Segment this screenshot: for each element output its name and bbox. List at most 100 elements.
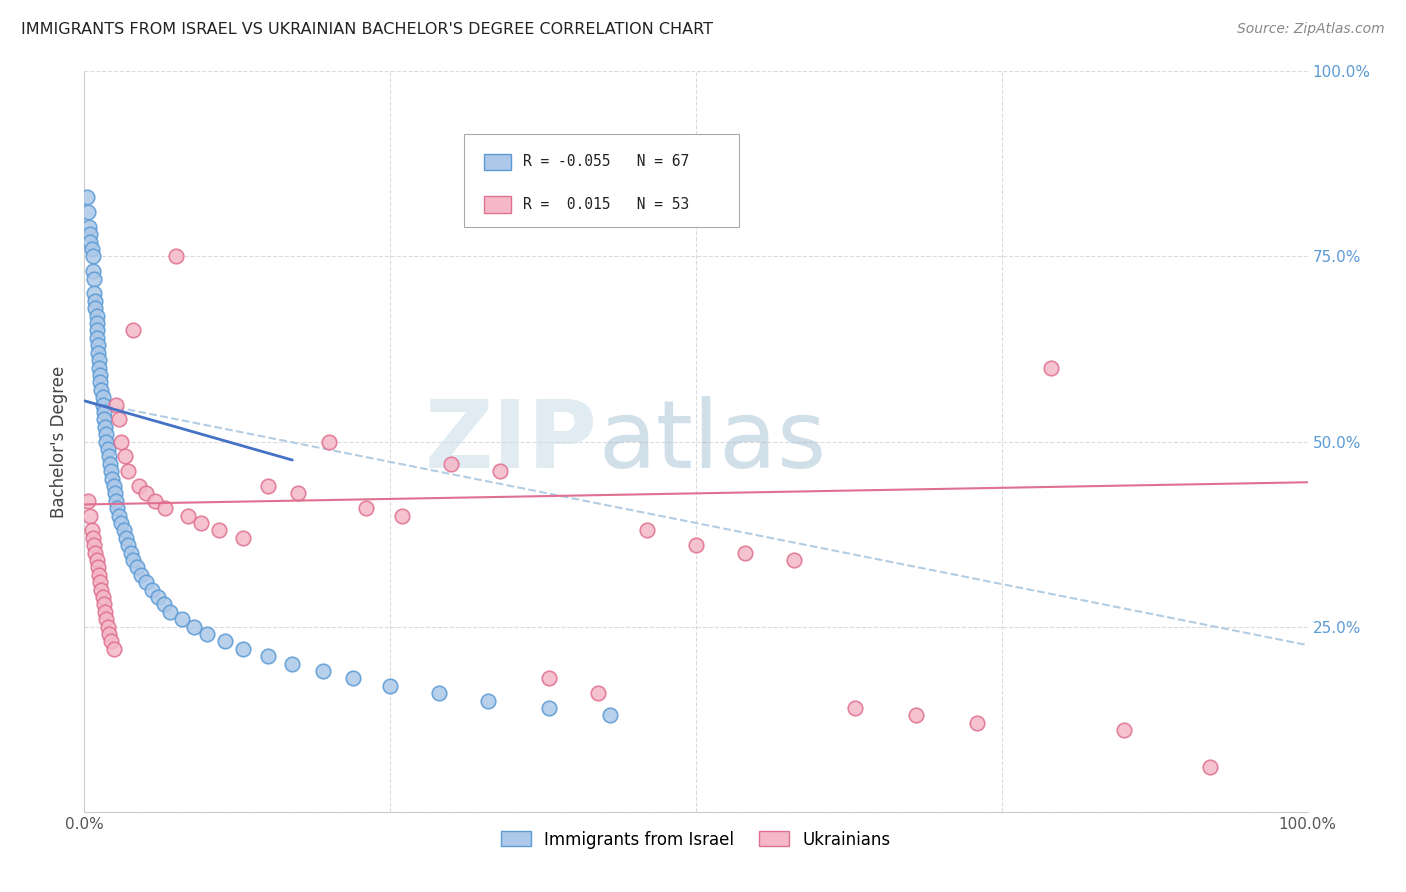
Point: [538, 701, 561, 715]
Point: [97, 450, 120, 464]
Point: [172, 612, 194, 626]
Point: [76, 190, 98, 204]
Point: [82, 264, 104, 278]
Point: [117, 464, 139, 478]
Point: [77, 219, 100, 234]
Point: [143, 493, 166, 508]
Point: [80, 524, 103, 538]
Point: [312, 664, 335, 678]
Point: [440, 457, 463, 471]
Point: [87, 345, 110, 359]
Point: [86, 331, 108, 345]
Point: [82, 531, 104, 545]
Point: [844, 701, 866, 715]
Point: [208, 524, 231, 538]
Point: [91, 398, 114, 412]
Point: [783, 553, 806, 567]
Point: [89, 376, 111, 390]
Point: [318, 434, 340, 449]
Point: [94, 605, 117, 619]
Point: [153, 598, 176, 612]
Point: [100, 464, 122, 478]
Point: [105, 493, 128, 508]
Point: [83, 286, 105, 301]
Text: ZIP: ZIP: [425, 395, 598, 488]
Point: [165, 250, 187, 264]
Point: [89, 575, 111, 590]
Point: [104, 486, 127, 500]
Point: [177, 508, 200, 523]
Point: [110, 434, 132, 449]
Point: [86, 309, 108, 323]
Point: [82, 250, 104, 264]
Point: [87, 360, 110, 375]
Point: [103, 479, 125, 493]
Point: [120, 546, 142, 560]
Point: [93, 598, 115, 612]
Text: R = -0.055   N = 67: R = -0.055 N = 67: [523, 154, 690, 169]
Point: [83, 271, 105, 285]
Point: [122, 324, 145, 338]
Point: [141, 582, 163, 597]
Point: [87, 338, 110, 352]
Point: [107, 412, 129, 426]
Point: [257, 649, 280, 664]
Point: [112, 524, 135, 538]
Point: [586, 686, 609, 700]
FancyBboxPatch shape: [484, 196, 512, 212]
Point: [80, 242, 103, 256]
Point: [93, 412, 115, 426]
Point: [281, 657, 304, 671]
Point: [159, 605, 181, 619]
Point: [103, 641, 125, 656]
Point: [190, 516, 212, 530]
Point: [342, 672, 364, 686]
Point: [153, 501, 176, 516]
Point: [183, 619, 205, 633]
Point: [114, 450, 136, 464]
Point: [97, 627, 120, 641]
Text: R =  0.015   N = 53: R = 0.015 N = 53: [523, 197, 690, 212]
Point: [125, 560, 148, 574]
FancyBboxPatch shape: [464, 135, 738, 227]
Point: [79, 508, 101, 523]
Point: [86, 316, 108, 330]
Point: [107, 508, 129, 523]
Point: [636, 524, 658, 538]
Point: [489, 464, 512, 478]
Text: IMMIGRANTS FROM ISRAEL VS UKRAINIAN BACHELOR'S DEGREE CORRELATION CHART: IMMIGRANTS FROM ISRAEL VS UKRAINIAN BACH…: [21, 22, 713, 37]
Point: [87, 560, 110, 574]
Point: [1039, 360, 1062, 375]
Point: [232, 531, 254, 545]
Point: [129, 567, 152, 582]
Point: [79, 235, 101, 249]
Point: [90, 383, 112, 397]
Point: [79, 227, 101, 242]
Point: [905, 708, 928, 723]
Point: [101, 471, 124, 485]
Point: [1198, 760, 1220, 774]
Point: [96, 434, 118, 449]
Point: [538, 672, 561, 686]
Point: [77, 205, 100, 219]
Point: [599, 708, 621, 723]
Point: [86, 324, 108, 338]
Point: [100, 634, 122, 648]
Point: [77, 493, 100, 508]
Point: [195, 627, 218, 641]
Point: [89, 368, 111, 382]
Point: [1114, 723, 1136, 738]
Point: [94, 419, 117, 434]
Point: [380, 679, 402, 693]
Point: [287, 486, 309, 500]
Point: [135, 486, 157, 500]
Point: [110, 516, 132, 530]
Point: [966, 715, 988, 730]
Point: [91, 390, 114, 404]
Point: [84, 301, 107, 316]
Point: [98, 457, 121, 471]
Point: [232, 641, 254, 656]
Point: [117, 538, 139, 552]
Point: [90, 582, 112, 597]
Point: [214, 634, 236, 648]
